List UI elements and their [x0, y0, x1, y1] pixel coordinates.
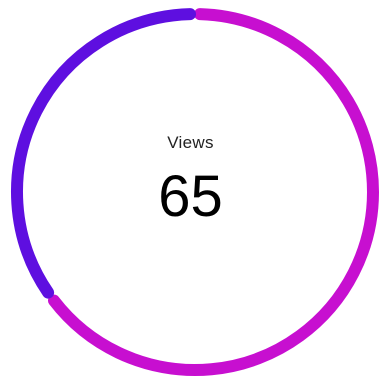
donut-slice-2: [17, 14, 190, 292]
views-value: 65: [0, 168, 381, 226]
views-label: Views: [0, 133, 381, 153]
